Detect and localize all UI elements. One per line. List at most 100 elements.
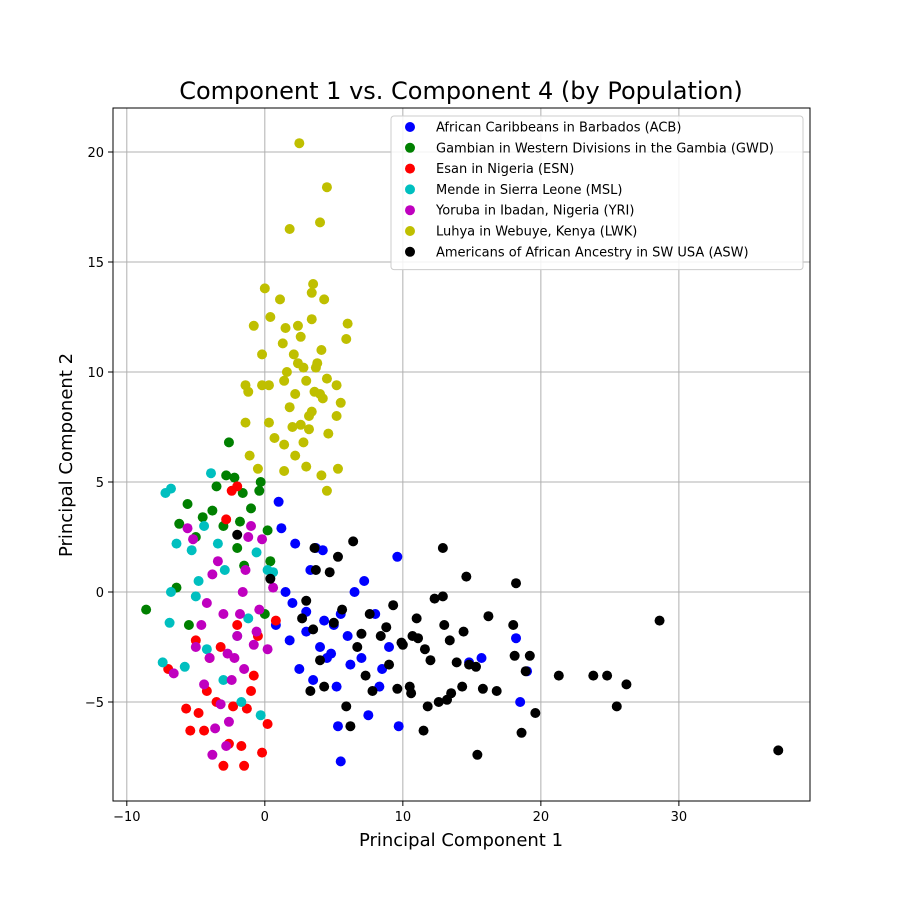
y-tick-label: 20 <box>87 146 104 161</box>
x-tick-label: 30 <box>671 810 688 825</box>
data-point <box>363 710 374 721</box>
data-point <box>356 628 367 639</box>
data-point <box>212 538 223 549</box>
y-axis-ticks: −5 0 5 10 15 20 <box>85 146 113 711</box>
data-point <box>392 551 403 562</box>
data-point <box>520 666 531 677</box>
data-point <box>288 349 299 360</box>
data-point <box>530 708 541 718</box>
data-point <box>199 725 210 736</box>
data-point <box>205 468 216 479</box>
data-point <box>243 532 254 542</box>
data-point <box>257 380 268 391</box>
data-point <box>308 279 319 289</box>
data-point <box>515 697 526 707</box>
data-point <box>240 380 251 391</box>
data-point <box>310 565 321 575</box>
data-point <box>280 323 291 333</box>
legend-entry: Gambian in Western Divisions in the Gamb… <box>436 141 774 156</box>
data-point <box>305 686 316 696</box>
chart-title: Component 1 vs. Component 4 (by Populati… <box>179 77 743 105</box>
data-point <box>326 648 337 659</box>
data-point <box>332 721 343 732</box>
data-point <box>207 505 218 516</box>
data-point <box>188 534 199 545</box>
legend-entry: African Caribbeans in Barbados (ACB) <box>436 121 681 136</box>
data-point <box>654 615 665 626</box>
data-point <box>359 576 370 586</box>
data-point <box>248 320 259 331</box>
legend-entry: Americans of African Ancestry in SW USA … <box>436 245 749 260</box>
data-point <box>263 417 274 428</box>
data-point <box>321 182 332 193</box>
data-point <box>215 699 226 710</box>
data-point <box>331 380 342 391</box>
data-point <box>352 642 363 652</box>
data-point <box>446 688 457 699</box>
data-point <box>306 287 317 298</box>
y-tick-label: 5 <box>96 476 104 491</box>
data-point <box>316 345 327 355</box>
data-point <box>207 749 218 760</box>
data-point <box>257 747 268 758</box>
legend-marker <box>405 246 415 257</box>
data-point <box>477 683 488 694</box>
legend-marker <box>405 184 415 195</box>
data-point <box>621 679 632 690</box>
data-point <box>243 613 254 624</box>
data-point <box>232 529 243 540</box>
data-point <box>201 644 212 655</box>
legend-entry: Luhya in Webuye, Kenya (LWK) <box>436 225 637 240</box>
data-point <box>345 659 356 670</box>
data-point <box>263 380 274 391</box>
data-point <box>306 406 317 417</box>
x-tick-label: 10 <box>395 810 412 825</box>
data-point <box>773 745 784 756</box>
data-point <box>223 716 234 727</box>
data-point <box>268 582 279 593</box>
data-point <box>221 514 232 525</box>
data-point <box>284 402 295 413</box>
data-point <box>437 543 448 553</box>
legend-marker <box>405 142 415 153</box>
legend-marker <box>405 122 415 132</box>
y-tick-label: 0 <box>96 586 104 601</box>
data-point <box>181 703 192 714</box>
data-point <box>404 681 415 692</box>
data-point <box>476 653 487 663</box>
data-point <box>367 686 378 696</box>
data-point <box>310 362 321 373</box>
x-tick-label: 0 <box>261 810 269 825</box>
data-point <box>315 655 326 666</box>
data-point <box>319 615 330 626</box>
data-point <box>210 723 221 734</box>
data-point <box>290 450 301 461</box>
x-tick-label: 20 <box>533 810 550 825</box>
data-point <box>193 576 204 586</box>
data-point <box>276 523 287 534</box>
legend-marker <box>405 163 415 174</box>
data-point <box>197 512 208 523</box>
data-point <box>240 565 251 575</box>
data-point <box>516 727 527 738</box>
data-point <box>419 644 430 655</box>
data-point <box>335 756 346 767</box>
data-point <box>221 741 232 751</box>
data-point <box>315 217 326 228</box>
data-point <box>222 648 233 659</box>
data-point <box>349 587 360 597</box>
data-point <box>229 472 240 483</box>
data-point <box>439 620 450 630</box>
data-point <box>236 741 247 751</box>
data-point <box>437 591 448 602</box>
data-point <box>190 642 201 652</box>
data-point <box>342 318 353 329</box>
series-2 <box>163 481 281 771</box>
data-point <box>422 701 433 712</box>
legend-entry: Esan in Nigeria (ESN) <box>436 162 574 177</box>
data-point <box>458 626 469 637</box>
data-point <box>384 659 395 670</box>
data-point <box>413 633 424 644</box>
data-point <box>255 710 266 721</box>
data-point <box>246 521 257 531</box>
